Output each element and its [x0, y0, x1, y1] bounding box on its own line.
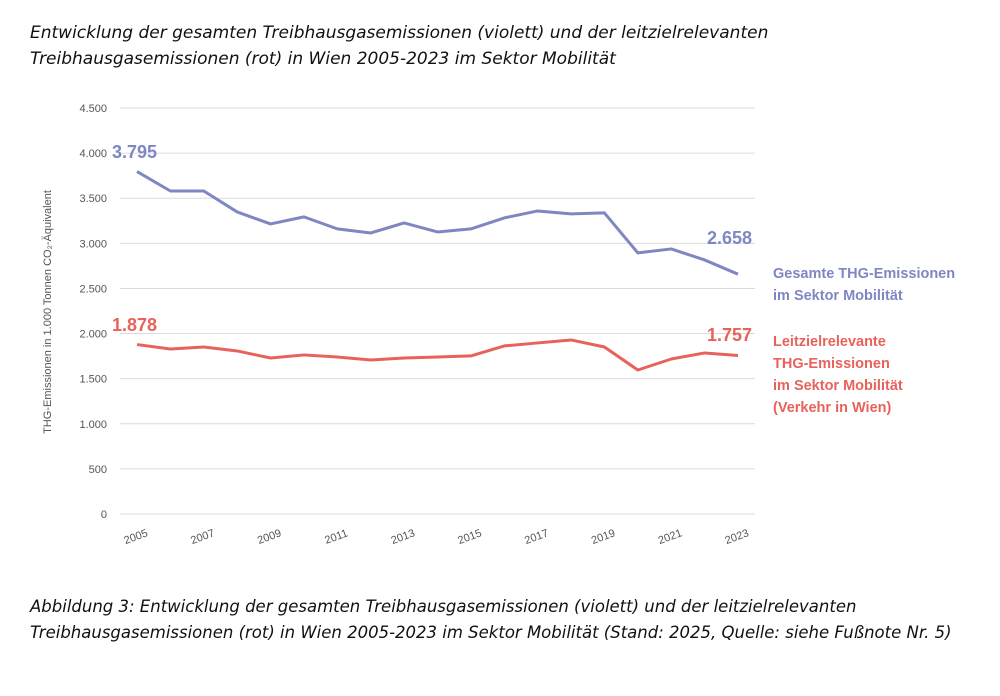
legend-entry: Leitzielrelevante — [773, 334, 886, 350]
x-tick-label: 2007 — [189, 527, 216, 547]
series-line — [136, 338, 739, 372]
y-tick-label: 2.000 — [79, 329, 107, 341]
start-value-label: 1.878 — [112, 315, 157, 335]
end-value-label: 2.658 — [707, 228, 752, 248]
series-line — [136, 170, 739, 276]
y-tick-label: 0 — [101, 509, 107, 521]
y-tick-label: 500 — [89, 464, 107, 476]
y-tick-label: 1.000 — [79, 419, 107, 431]
y-tick-label: 4.500 — [79, 103, 107, 115]
x-tick-label: 2013 — [390, 527, 417, 547]
line-chart: 0 500 1.000 1.500 2.000 2.500 3.000 3.500 4.000 4… — [42, 103, 955, 547]
y-tick-label: 2.500 — [79, 283, 107, 295]
x-tick-label: 2015 — [456, 527, 483, 547]
y-tick-label: 3.000 — [79, 238, 107, 250]
end-value-label: 1.757 — [707, 325, 752, 345]
x-tick-label: 2019 — [590, 527, 617, 547]
x-tick-label: 2021 — [657, 527, 684, 547]
x-tick-label: 2009 — [256, 527, 283, 547]
legend-entry: Gesamte THG-Emissionen — [773, 266, 955, 282]
y-axis-label: THG-Emissionen in 1.000 Tonnen CO₂-Äquiv… — [42, 190, 54, 434]
x-tick-label: 2023 — [723, 527, 750, 547]
legend-entry: im Sektor Mobilität — [773, 378, 903, 394]
figure-caption: Abbildung 3: Entwicklung der gesamten Tr… — [30, 597, 952, 642]
y-tick-label: 4.000 — [79, 148, 107, 160]
legend-entry: THG-Emissionen — [773, 356, 890, 372]
legend-entry: (Verkehr in Wien) — [773, 400, 891, 416]
x-tick-label: 2017 — [523, 527, 550, 547]
x-tick-label: 2005 — [122, 527, 149, 547]
y-tick-label: 3.500 — [79, 193, 107, 205]
legend-entry: im Sektor Mobilität — [773, 288, 903, 304]
x-tick-label: 2011 — [323, 527, 349, 546]
page-title: Entwicklung der gesamten Treibhausgasemi… — [30, 23, 769, 69]
start-value-label: 3.795 — [112, 142, 157, 162]
y-tick-label: 1.500 — [79, 374, 107, 386]
